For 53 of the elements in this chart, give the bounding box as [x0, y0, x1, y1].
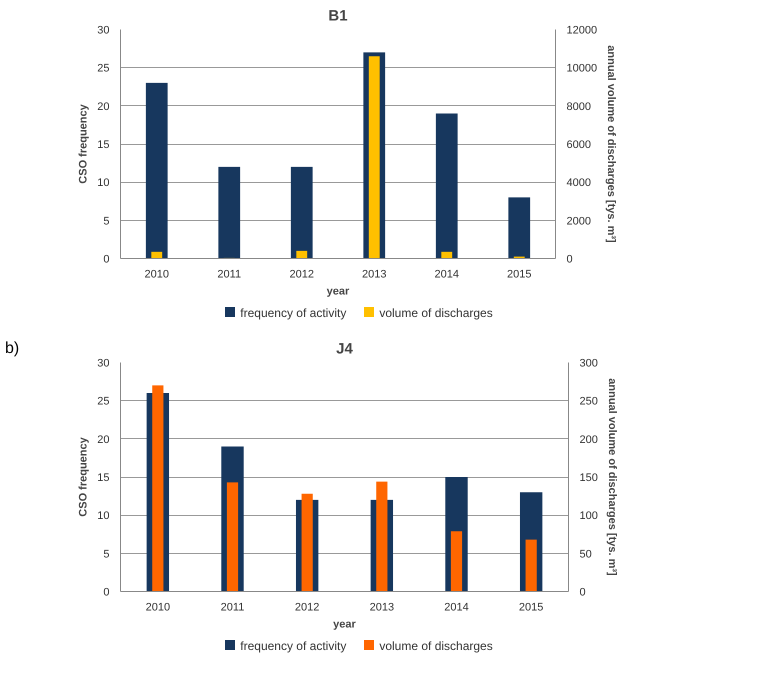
y-tick-label: 0 — [103, 586, 110, 598]
x-tick-label: 2012 — [290, 268, 314, 280]
x-tick-label: 2014 — [444, 602, 469, 614]
x-axis-title: year — [326, 286, 350, 298]
y2-tick-label: 100 — [580, 510, 598, 522]
legend-label: frequency of activity — [240, 639, 346, 653]
x-tick-label: 2014 — [434, 268, 459, 280]
y2-tick-label: 6000 — [566, 139, 591, 151]
y2-tick-label: 0 — [566, 254, 573, 266]
y2-axis-title: annual volume of discharges [tys. m³] — [606, 378, 618, 576]
y-tick-label: 15 — [97, 472, 110, 484]
y-tick-label: 10 — [97, 510, 110, 522]
y2-tick-label: 12000 — [566, 24, 598, 36]
y2-tick-label: 4000 — [566, 177, 591, 190]
text: b) — [5, 339, 20, 359]
x-tick-label: 2015 — [507, 268, 532, 280]
y2-tick-label: 2000 — [566, 215, 591, 228]
y2-tick-label: 50 — [580, 548, 592, 560]
y-tick-label: 20 — [97, 100, 110, 113]
x-axis-title: year — [333, 618, 357, 630]
y-tick-label: 5 — [103, 215, 110, 228]
y2-tick-label: 0 — [580, 586, 586, 598]
y2-tick-label: 8000 — [566, 100, 591, 113]
y-tick-label: 25 — [97, 62, 110, 75]
y2-tick-label: 10000 — [566, 62, 598, 75]
y2-tick-label: 200 — [580, 434, 598, 446]
y-tick-label: 10 — [97, 177, 110, 190]
y-tick-label: 30 — [97, 358, 110, 370]
x-tick-label: 2010 — [144, 268, 169, 280]
y2-tick-label: 250 — [580, 396, 598, 408]
x-tick-label: 2010 — [146, 602, 170, 614]
y-tick-label: 0 — [103, 254, 110, 266]
legend-label: volume of discharges — [379, 306, 493, 320]
x-tick-label: 2013 — [370, 602, 394, 614]
y-tick-label: 30 — [97, 24, 110, 36]
legend-label: frequency of activity — [240, 306, 346, 320]
y2-tick-label: 150 — [580, 472, 598, 484]
y-axis-title: CSO frequency — [77, 436, 90, 517]
x-tick-label: 2013 — [362, 268, 386, 280]
y-tick-label: 15 — [97, 139, 110, 151]
y-tick-label: 20 — [97, 434, 110, 446]
y-tick-label: 5 — [103, 548, 110, 560]
x-tick-label: 2015 — [518, 602, 544, 614]
y2-axis-title: annual volume of discharges [tys. m³] — [605, 45, 618, 244]
y-tick-label: 25 — [97, 396, 110, 408]
chart-title: J4 — [336, 340, 354, 358]
y2-tick-label: 300 — [580, 358, 598, 370]
legend-label: volume of discharges — [379, 639, 493, 653]
x-tick-label: 2011 — [217, 268, 242, 280]
x-tick-label: 2012 — [294, 602, 320, 614]
chart-title: B1 — [328, 8, 348, 24]
y-axis-title: CSO frequency — [77, 103, 90, 184]
x-tick-label: 2011 — [220, 602, 244, 614]
